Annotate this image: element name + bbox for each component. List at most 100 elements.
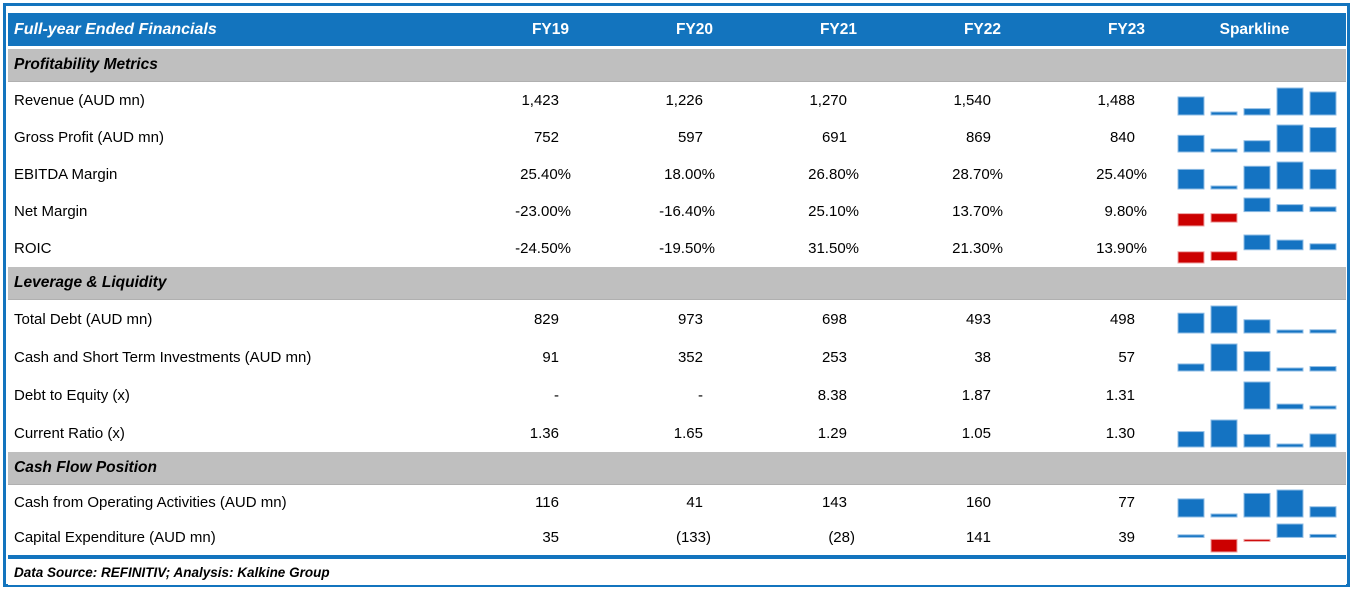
sparkline-bar <box>1309 505 1337 517</box>
value-cell: 1,540 <box>953 92 991 109</box>
sparkline-cell <box>1175 418 1346 448</box>
row-label: Current Ratio (x) <box>14 424 125 442</box>
table-header-row: Full-year Ended Financials FY19 FY20 FY2… <box>8 13 1346 46</box>
sparkline-chart <box>1177 343 1337 372</box>
row-label: Revenue (AUD mn) <box>14 92 145 109</box>
sparkline-bar <box>1210 513 1238 517</box>
sparkline-bar <box>1177 95 1205 115</box>
value-cell: 840 <box>1109 129 1135 146</box>
row-label: Net Margin <box>14 203 88 220</box>
table-row: Capital Expenditure (AUD mn) 35 (133) (28) 1… <box>8 520 1346 555</box>
value-cell: 1,270 <box>809 92 847 109</box>
sparkline-bar <box>1276 443 1304 448</box>
table-row: Cash from Operating Activities (AUD mn) 1… <box>8 485 1346 520</box>
sparkline-bar <box>1309 205 1337 212</box>
sparkline-cell <box>1175 86 1346 116</box>
sparkline-cell <box>1175 123 1346 153</box>
column-header-fy20: FY20 <box>675 20 713 38</box>
sparkline-bar <box>1177 533 1205 538</box>
table-row: Net Margin -23.00% -16.40% 25.10% 13.70% 9.80… <box>8 193 1346 230</box>
value-cell: 25.10% <box>808 203 859 220</box>
value-cell: 26.80% <box>808 166 859 183</box>
sparkline-bar <box>1177 431 1205 448</box>
value-cell: (28) <box>828 529 855 546</box>
value-cell: 21.30% <box>952 240 1003 257</box>
sparkline-bar <box>1243 492 1271 517</box>
value-cell: 752 <box>533 129 559 146</box>
section-header: Leverage & Liquidity <box>8 267 1346 300</box>
value-cell: 13.90% <box>1096 240 1147 257</box>
data-source-note: Data Source: REFINITIV; Analysis: Kalkin… <box>8 559 1346 585</box>
value-cell: 493 <box>965 310 991 328</box>
sparkline-bar <box>1243 107 1271 115</box>
value-cell: 698 <box>821 310 847 328</box>
value-cell: (133) <box>675 529 711 546</box>
value-cell: 31.50% <box>808 240 859 257</box>
sparkline-bar <box>1243 165 1271 189</box>
value-cell: 1,488 <box>1097 92 1135 109</box>
sparkline-bar <box>1309 433 1337 448</box>
table-row: ROIC -24.50% -19.50% 31.50% 21.30% 13.90% <box>8 230 1346 267</box>
column-header-fy21: FY21 <box>819 20 857 38</box>
sparkline-bar <box>1276 203 1304 212</box>
sparkline-bar <box>1309 366 1337 372</box>
sparkline-bar <box>1210 343 1238 372</box>
value-cell: 973 <box>677 310 703 328</box>
value-cell: 160 <box>965 494 991 511</box>
value-cell: 1.29 <box>817 424 847 442</box>
value-cell: 41 <box>686 494 703 511</box>
sparkline-bar-negative <box>1243 538 1271 542</box>
sparkline-bar <box>1210 419 1238 448</box>
section-header: Profitability Metrics <box>8 49 1346 82</box>
sparkline-bar <box>1276 161 1304 189</box>
value-cell: -19.50% <box>659 240 715 257</box>
section-title: Leverage & Liquidity <box>14 274 167 291</box>
value-cell: 35 <box>542 529 559 546</box>
sparkline-bar <box>1309 329 1337 334</box>
value-cell: -24.50% <box>515 240 571 257</box>
sparkline-chart <box>1177 87 1337 116</box>
sparkline-bar <box>1210 148 1238 152</box>
value-cell: - <box>554 386 559 404</box>
section-title: Profitability Metrics <box>14 56 158 73</box>
value-cell: 38 <box>974 348 991 366</box>
value-cell: - <box>698 386 703 404</box>
sparkline-chart <box>1177 161 1337 189</box>
row-label: ROIC <box>14 240 52 257</box>
sparkline-bar-negative <box>1177 212 1205 226</box>
sparkline-bar <box>1177 168 1205 189</box>
sparkline-bar-negative <box>1210 250 1238 261</box>
value-cell: 352 <box>677 348 703 366</box>
sparkline-bar <box>1309 126 1337 152</box>
table-row: Current Ratio (x) 1.36 1.65 1.29 1.05 1.30 <box>8 414 1346 452</box>
row-label: Capital Expenditure (AUD mn) <box>14 529 216 546</box>
sparkline-cell <box>1175 304 1346 334</box>
value-cell: 91 <box>542 348 559 366</box>
value-cell: 691 <box>821 129 847 146</box>
sparkline-cell <box>1175 380 1346 410</box>
value-cell: 1.31 <box>1105 386 1135 404</box>
sparkline-cell <box>1175 160 1346 190</box>
value-cell: 28.70% <box>952 166 1003 183</box>
sparkline-chart <box>1177 124 1337 153</box>
sparkline-cell <box>1175 197 1346 227</box>
value-cell: 13.70% <box>952 203 1003 220</box>
sparkline-bar <box>1276 87 1304 115</box>
sparkline-chart <box>1177 523 1337 552</box>
value-cell: 1.87 <box>961 386 991 404</box>
section-title: Cash Flow Position <box>14 459 157 476</box>
table-row: Debt to Equity (x) - - 8.38 1.87 1.31 <box>8 376 1346 414</box>
row-label: Cash and Short Term Investments (AUD mn) <box>14 348 312 366</box>
value-cell: 1.65 <box>673 424 703 442</box>
value-cell: 25.40% <box>520 166 571 183</box>
table-row: Gross Profit (AUD mn) 752 597 691 869 840 <box>8 119 1346 156</box>
sparkline-cell <box>1175 342 1346 372</box>
section-header: Cash Flow Position <box>8 452 1346 485</box>
sparkline-bar <box>1210 111 1238 115</box>
sparkline-cell <box>1175 234 1346 264</box>
sparkline-chart <box>1177 305 1337 334</box>
table-row: Cash and Short Term Investments (AUD mn)… <box>8 338 1346 376</box>
column-header-fy23: FY23 <box>1107 20 1145 38</box>
sparkline-bar <box>1243 234 1271 250</box>
sparkline-bar <box>1276 329 1304 334</box>
